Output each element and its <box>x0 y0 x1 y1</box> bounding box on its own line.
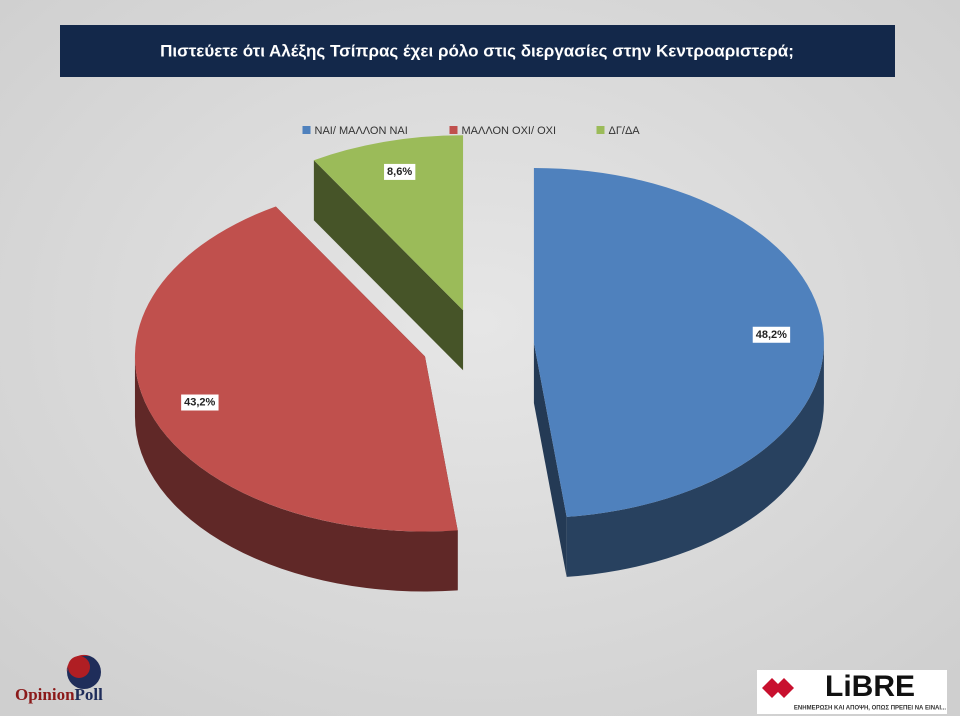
legend-label: ΝΑΙ/ ΜΑΛΛΟΝ ΝΑΙ <box>315 125 408 137</box>
slice-side <box>134 356 458 592</box>
slice <box>533 167 824 517</box>
legend-swatch <box>596 126 605 134</box>
slice <box>134 206 458 532</box>
slice-side <box>566 342 824 577</box>
slice-side <box>533 342 567 577</box>
logo-tagline: ΕΝΗΜΕΡΩΣΗ ΚΑΙ ΑΠΟΨΗ, ΟΠΩΣ ΠΡΕΠΕΙ ΝΑ ΕΙΝΑ… <box>794 706 946 712</box>
pie: 48,2% 43,2% 8,6% <box>134 135 824 592</box>
chart-title: Πιστεύετε ότι Αλέξης Τσίπρας έχει ρόλο σ… <box>160 41 794 60</box>
libre-logo: LiBRE ΕΝΗΜΕΡΩΣΗ ΚΑΙ ΑΠΟΨΗ, ΟΠΩΣ ΠΡΕΠΕΙ Ν… <box>757 670 947 714</box>
slice-side <box>313 160 464 371</box>
legend-label: ΜΑΛΛΟΝ ΟΧΙ/ ΟΧΙ <box>462 125 557 137</box>
legend-label: ΔΓ/ΔΑ <box>609 125 641 137</box>
logo-dot <box>68 656 90 678</box>
logo-word: Opinion <box>15 685 75 704</box>
slice <box>313 135 464 311</box>
opinionpoll-logo: OpinionPoll <box>15 654 103 704</box>
logo-text: LiBRE <box>825 670 915 703</box>
data-label: 43,2% <box>184 397 215 409</box>
data-label-box <box>752 326 791 343</box>
logo-word: Poll <box>75 685 104 704</box>
legend-swatch <box>302 126 311 134</box>
data-label-box <box>181 394 219 411</box>
logo-text: OpinionPoll <box>15 685 103 704</box>
title-bar <box>60 25 895 77</box>
data-label: 48,2% <box>756 329 787 341</box>
data-label: 8,6% <box>387 166 412 178</box>
data-label-box <box>384 163 416 180</box>
legend: ΝΑΙ/ ΜΑΛΛΟΝ ΝΑΙ ΜΑΛΛΟΝ ΟΧΙ/ ΟΧΙ ΔΓ/ΔΑ <box>302 125 641 137</box>
logo-mark <box>762 678 794 698</box>
legend-swatch <box>449 126 458 134</box>
